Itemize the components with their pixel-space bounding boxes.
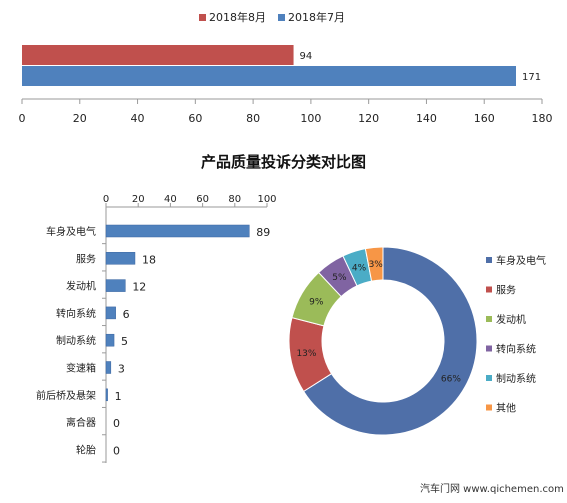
data-label: 94 xyxy=(300,51,313,62)
x-tick-label: 140 xyxy=(416,112,437,125)
x-tick-label: 100 xyxy=(300,112,321,125)
data-label: 0 xyxy=(113,444,120,457)
slice-label: 9% xyxy=(309,298,324,308)
chart-title: 产品质量投诉分类对比图 xyxy=(200,153,366,171)
top-axis-label: 20 xyxy=(132,194,145,205)
category-bar xyxy=(105,388,108,402)
donut-legend-swatch xyxy=(486,257,492,263)
category-label: 发动机 xyxy=(66,280,96,293)
category-label: 车身及电气 xyxy=(46,225,96,238)
donut-legend-swatch xyxy=(486,286,492,293)
data-label: 12 xyxy=(132,281,146,294)
data-label: 6 xyxy=(123,308,130,321)
legend-swatch xyxy=(278,14,285,21)
slice-label: 66% xyxy=(441,374,461,384)
donut-legend-label: 服务 xyxy=(496,284,516,297)
data-label: 1 xyxy=(115,390,122,403)
data-label: 5 xyxy=(121,335,128,348)
data-label: 89 xyxy=(256,226,270,239)
donut-slice xyxy=(364,246,384,282)
donut-slice xyxy=(302,246,478,436)
x-tick-label: 160 xyxy=(474,112,495,125)
legend-label: 2018年8月 xyxy=(209,10,266,24)
donut-legend-swatch xyxy=(486,375,492,381)
category-bar xyxy=(105,306,116,320)
category-bar xyxy=(105,224,250,238)
donut-legend-label: 制动系统 xyxy=(496,372,536,385)
donut-legend-label: 其他 xyxy=(496,402,516,415)
category-bar xyxy=(105,361,112,374)
top-axis-label: 60 xyxy=(196,194,209,205)
category-label: 离合器 xyxy=(66,416,96,429)
legend-swatch xyxy=(199,14,206,21)
x-tick-label: 0 xyxy=(19,112,26,125)
x-tick-label: 20 xyxy=(73,112,87,125)
category-bar xyxy=(105,333,115,347)
category-label: 转向系统 xyxy=(56,307,96,320)
category-label: 制动系统 xyxy=(56,334,96,347)
top-axis-label: 100 xyxy=(257,194,276,205)
watermark: 汽车门网 www.qichemen.com xyxy=(420,484,564,495)
data-label: 0 xyxy=(113,417,120,430)
top-axis-label: 40 xyxy=(164,194,177,205)
donut-legend-label: 发动机 xyxy=(496,313,526,326)
top-axis-label: 80 xyxy=(228,194,241,205)
category-label: 轮胎 xyxy=(76,443,96,456)
donut-legend-swatch xyxy=(486,404,492,411)
donut-legend-swatch xyxy=(486,345,492,352)
data-label: 3 xyxy=(118,363,125,376)
slice-label: 4% xyxy=(352,263,367,273)
slice-label: 5% xyxy=(332,273,347,283)
x-tick-label: 60 xyxy=(188,112,202,125)
category-label: 前后桥及悬架 xyxy=(36,389,96,402)
data-label: 171 xyxy=(522,72,541,83)
x-tick-label: 120 xyxy=(358,112,379,125)
bar-aug xyxy=(22,45,294,65)
category-bar xyxy=(105,279,126,292)
donut-legend-swatch xyxy=(486,316,492,322)
donut-legend-label: 转向系统 xyxy=(496,343,536,356)
x-tick-label: 180 xyxy=(532,112,553,125)
top-axis-label: 0 xyxy=(103,194,109,205)
data-label: 18 xyxy=(142,253,156,266)
category-bar xyxy=(105,252,136,265)
category-label: 服务 xyxy=(76,252,96,265)
x-tick-label: 80 xyxy=(246,112,260,125)
legend-label: 2018年7月 xyxy=(288,10,345,24)
x-tick-label: 40 xyxy=(131,112,145,125)
bar-jul xyxy=(22,66,516,86)
slice-label: 13% xyxy=(296,349,316,359)
donut-legend-label: 车身及电气 xyxy=(496,254,546,267)
slice-label: 3% xyxy=(369,260,384,270)
category-label: 变速箱 xyxy=(66,362,96,375)
